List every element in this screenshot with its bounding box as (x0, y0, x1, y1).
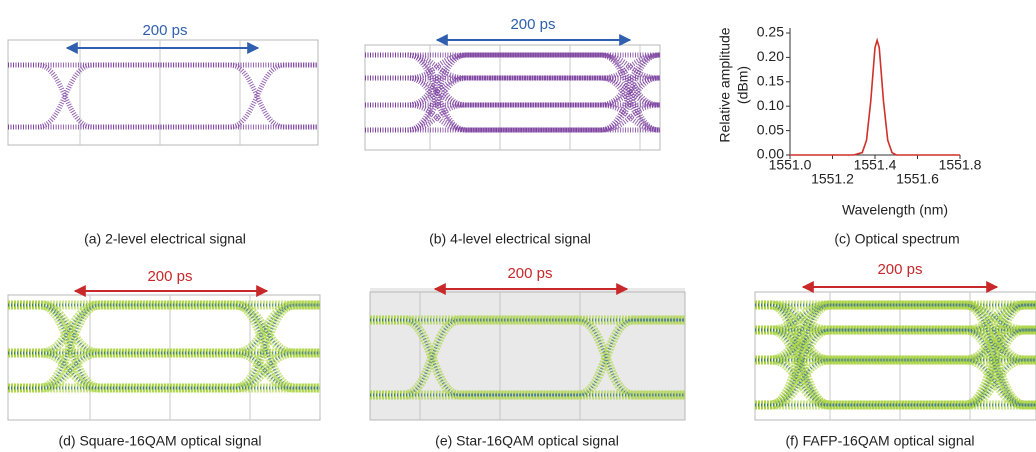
eye-trace (365, 55, 660, 130)
caption: (a) 2-level electrical signal (84, 231, 246, 247)
annotation: 200 ps (507, 265, 552, 282)
caption: (c) Optical spectrum (834, 231, 959, 247)
y-tick-label: 0.15 (757, 73, 784, 89)
y-tick-label: 0.05 (757, 121, 784, 137)
x-tick-label: 1551.6 (896, 171, 939, 187)
annotation: 200 ps (877, 261, 922, 278)
caption: (b) 4-level electrical signal (429, 231, 591, 247)
y-tick-label: 0.10 (757, 97, 784, 113)
spectrum-line (790, 40, 960, 155)
y-axis-label: (dBm) (735, 66, 751, 104)
figure: 200 ps 200 ps 200 ps 200 ps 200 ps (a) 2… (0, 0, 1036, 452)
eye-trace (8, 65, 318, 127)
caption: (f) FAFP-16QAM optical signal (785, 433, 974, 449)
eye-trace (365, 55, 660, 130)
y-tick-label: 0.25 (757, 24, 784, 40)
y-tick-label: 0.20 (757, 48, 784, 64)
x-tick-label: 1551.2 (811, 171, 854, 187)
caption: (d) Square-16QAM optical signal (58, 433, 261, 449)
panel-background (370, 288, 685, 420)
x-tick-label: 1551.8 (939, 157, 982, 173)
caption: (e) Star-16QAM optical signal (435, 433, 619, 449)
annotation: 200 ps (142, 22, 187, 39)
annotation: 200 ps (510, 16, 555, 33)
y-axis-label: Relative amplitude (717, 27, 733, 142)
annotation: 200 ps (147, 268, 192, 285)
x-axis-label: Wavelength (nm) (842, 202, 948, 218)
eye-trace (8, 65, 318, 127)
x-tick-label: 1551.0 (769, 157, 812, 173)
x-tick-label: 1551.4 (854, 157, 897, 173)
